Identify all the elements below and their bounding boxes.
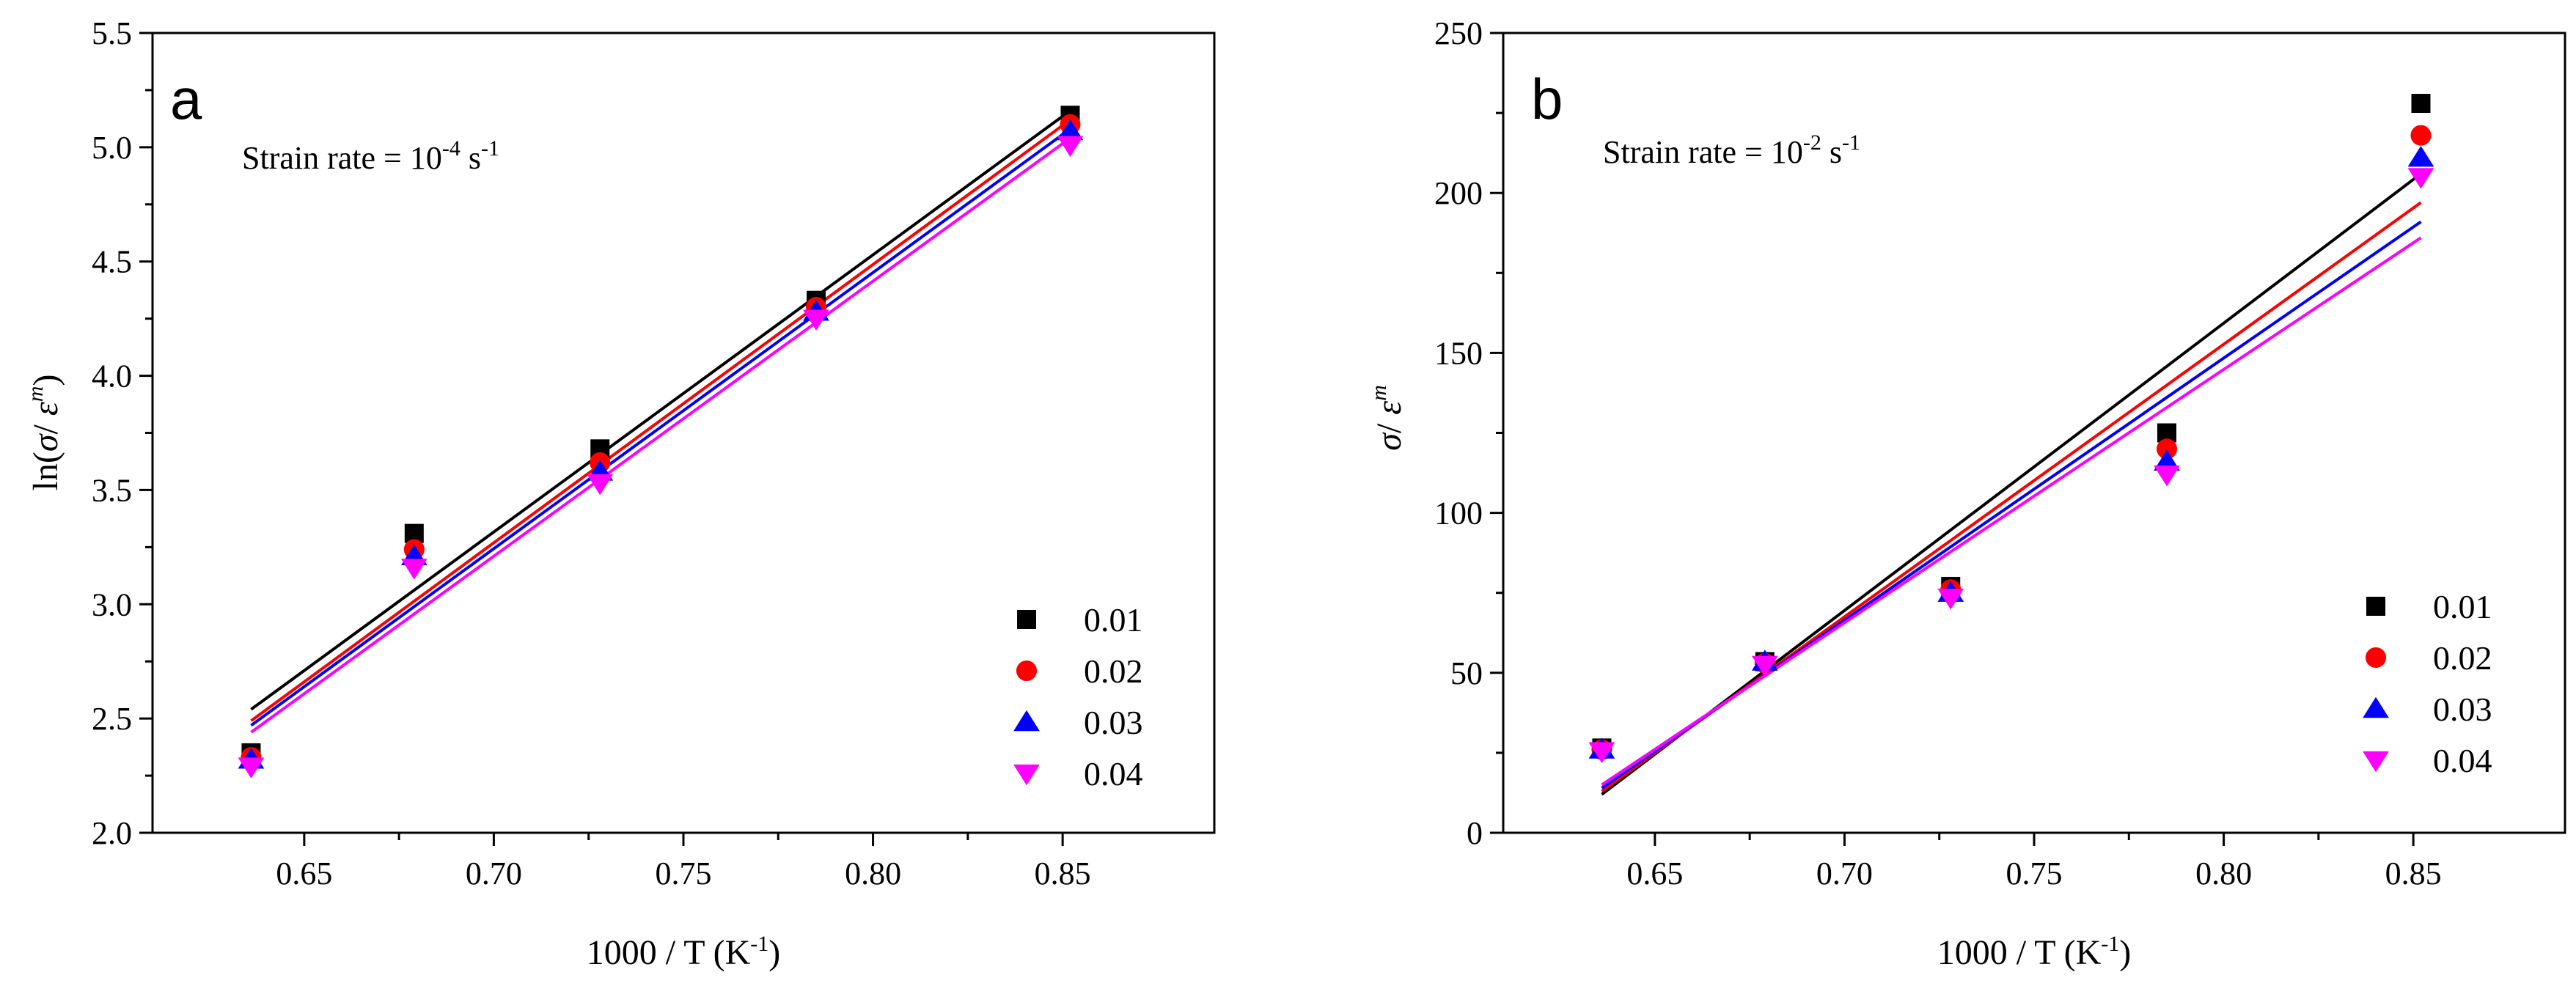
y-tick-label: 3.5 [92, 472, 132, 508]
x-tick-label: 0.65 [276, 856, 332, 891]
data-point-0.03 [2407, 145, 2434, 167]
data-point-0.04 [2154, 466, 2180, 487]
data-point-0.04 [400, 559, 428, 580]
legend-label: 0.01 [1084, 601, 1143, 639]
y-tick-label: 50 [1450, 655, 1483, 691]
data-point-0.02 [2156, 438, 2178, 460]
data-point-0.01 [2411, 94, 2431, 114]
data-points [238, 106, 1084, 779]
strain-rate-annotation: Strain rate = 10-4 s-1 [242, 136, 499, 176]
y-tick-label: 150 [1434, 335, 1483, 371]
legend-marker-0.04 [1013, 764, 1040, 786]
fit-line-0.04 [250, 136, 1071, 734]
y-axis-ticks: 2.0 2.5 3.0 3.5 4.0 4.5 5.0 5.5 [92, 15, 153, 851]
panel-b: 0.65 0.70 0.75 0.80 0.85 0 50 100 150 200 250 b S… [1367, 15, 2566, 972]
y-axis-title: σ/ εm [1367, 385, 1409, 451]
x-tick-label: 0.75 [2006, 856, 2063, 891]
fit-line-0.03 [250, 128, 1071, 727]
data-point-0.04 [2407, 168, 2434, 189]
x-axis-ticks: 0.65 0.70 0.75 0.80 0.85 [276, 833, 1091, 891]
y-tick-label: 200 [1434, 175, 1483, 211]
x-axis-ticks: 0.65 0.70 0.75 0.80 0.85 [1626, 833, 2442, 891]
y-tick-label: 5.5 [92, 15, 132, 51]
panel-label: a [170, 67, 202, 131]
legend-label: 0.04 [1084, 755, 1143, 792]
data-point-0.04 [1937, 589, 1964, 610]
y-tick-label: 0 [1467, 815, 1483, 851]
data-point-0.04 [238, 757, 265, 779]
panel-a: 0.65 0.70 0.75 0.80 0.85 2.0 2.5 3.0 3.5 4.0 4.5 5… [23, 15, 1216, 972]
legend-marker-0.01 [1017, 610, 1036, 629]
legend-label: 0.01 [2433, 588, 2492, 625]
x-tick-label: 0.80 [2195, 856, 2252, 891]
data-point-0.04 [1057, 136, 1084, 157]
y-tick-label: 5.0 [92, 130, 132, 166]
legend-label: 0.03 [2433, 691, 2492, 728]
x-axis-title: 1000 / T (K-1) [1937, 932, 2132, 972]
legend-marker-0.01 [2366, 597, 2385, 616]
x-tick-label: 0.80 [845, 856, 901, 891]
legend-label: 0.02 [2433, 639, 2492, 677]
x-axis-title: 1000 / T (K-1) [587, 932, 781, 972]
legend-label: 0.02 [1084, 652, 1143, 690]
data-point-0.02 [2410, 125, 2432, 146]
legend-label: 0.04 [2433, 742, 2492, 779]
legend-marker-0.02 [1016, 660, 1038, 682]
x-tick-label: 0.70 [1816, 856, 1873, 891]
x-tick-label: 0.65 [1626, 856, 1683, 891]
y-tick-label: 2.0 [92, 815, 132, 851]
legend: 0.01 0.02 0.03 0.04 [2363, 588, 2492, 779]
x-tick-label: 0.85 [1035, 856, 1091, 891]
legend-marker-0.03 [1013, 710, 1040, 732]
y-tick-label: 4.0 [92, 358, 132, 394]
x-tick-label: 0.70 [466, 856, 522, 891]
y-axis-ticks: 0 50 100 150 200 250 [1434, 15, 1503, 851]
data-point-0.03 [2154, 449, 2180, 471]
data-point-0.03 [1057, 119, 1084, 141]
legend-marker-0.03 [2363, 696, 2389, 718]
fit-line-0.01 [1601, 172, 2422, 796]
y-tick-label: 3.0 [92, 586, 132, 622]
y-axis-title: ln(σ/ εm) [23, 375, 65, 491]
strain-rate-annotation: Strain rate = 10-2 s-1 [1603, 130, 1860, 170]
fit-line-0.01 [250, 109, 1071, 711]
y-tick-label: 4.5 [92, 244, 132, 280]
data-point-0.04 [1588, 742, 1615, 763]
y-tick-label: 250 [1434, 15, 1483, 51]
data-point-0.04 [803, 309, 829, 331]
legend: 0.01 0.02 0.03 0.04 [1013, 601, 1143, 792]
x-tick-label: 0.85 [2385, 856, 2442, 891]
fit-line-0.02 [250, 118, 1071, 722]
legend-label: 0.03 [1084, 704, 1143, 741]
fit-lines [250, 109, 1071, 734]
y-tick-label: 100 [1434, 496, 1483, 531]
legend-marker-0.02 [2365, 647, 2387, 669]
fit-lines [1601, 172, 2422, 796]
x-tick-label: 0.75 [656, 856, 712, 891]
legend-marker-0.04 [2363, 751, 2389, 773]
data-point-0.04 [1751, 655, 1778, 677]
data-points [1588, 94, 2434, 763]
panel-label: b [1531, 67, 1563, 131]
fit-line-0.04 [1601, 236, 2422, 787]
y-tick-label: 2.5 [92, 701, 132, 737]
data-point-0.04 [587, 474, 614, 496]
